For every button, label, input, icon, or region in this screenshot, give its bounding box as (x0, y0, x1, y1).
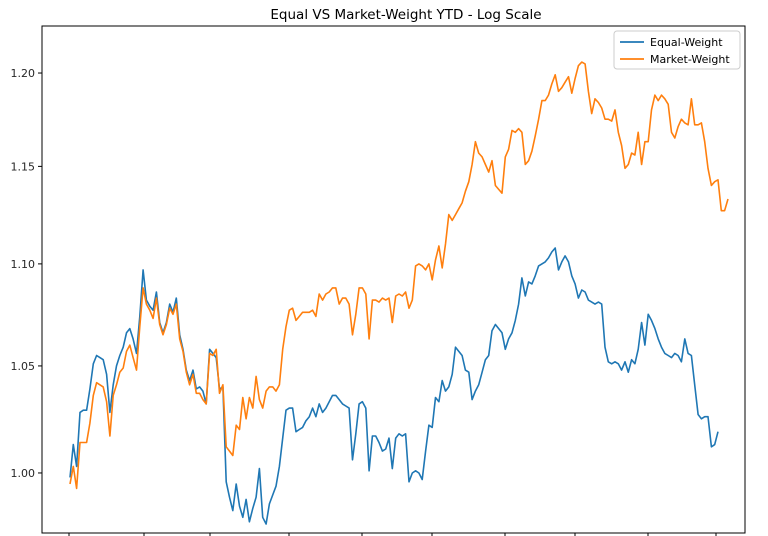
y-tick-label: 1.05 (11, 360, 36, 373)
series-line-equal-weight (69, 247, 719, 525)
chart-title: Equal VS Market-Weight YTD - Log Scale (270, 7, 541, 23)
series-line-market-weight (69, 61, 729, 490)
y-tick-label: 1.00 (11, 467, 36, 480)
legend-label: Market-Weight (650, 53, 730, 66)
legend-label: Equal-Weight (650, 36, 723, 49)
y-tick-label: 1.10 (11, 258, 36, 271)
plot-frame (41, 25, 746, 534)
y-tick-label: 1.20 (11, 67, 36, 80)
y-tick-label: 1.15 (11, 160, 36, 173)
legend: Equal-Weight Market-Weight (613, 30, 741, 70)
legend-box (613, 30, 741, 70)
